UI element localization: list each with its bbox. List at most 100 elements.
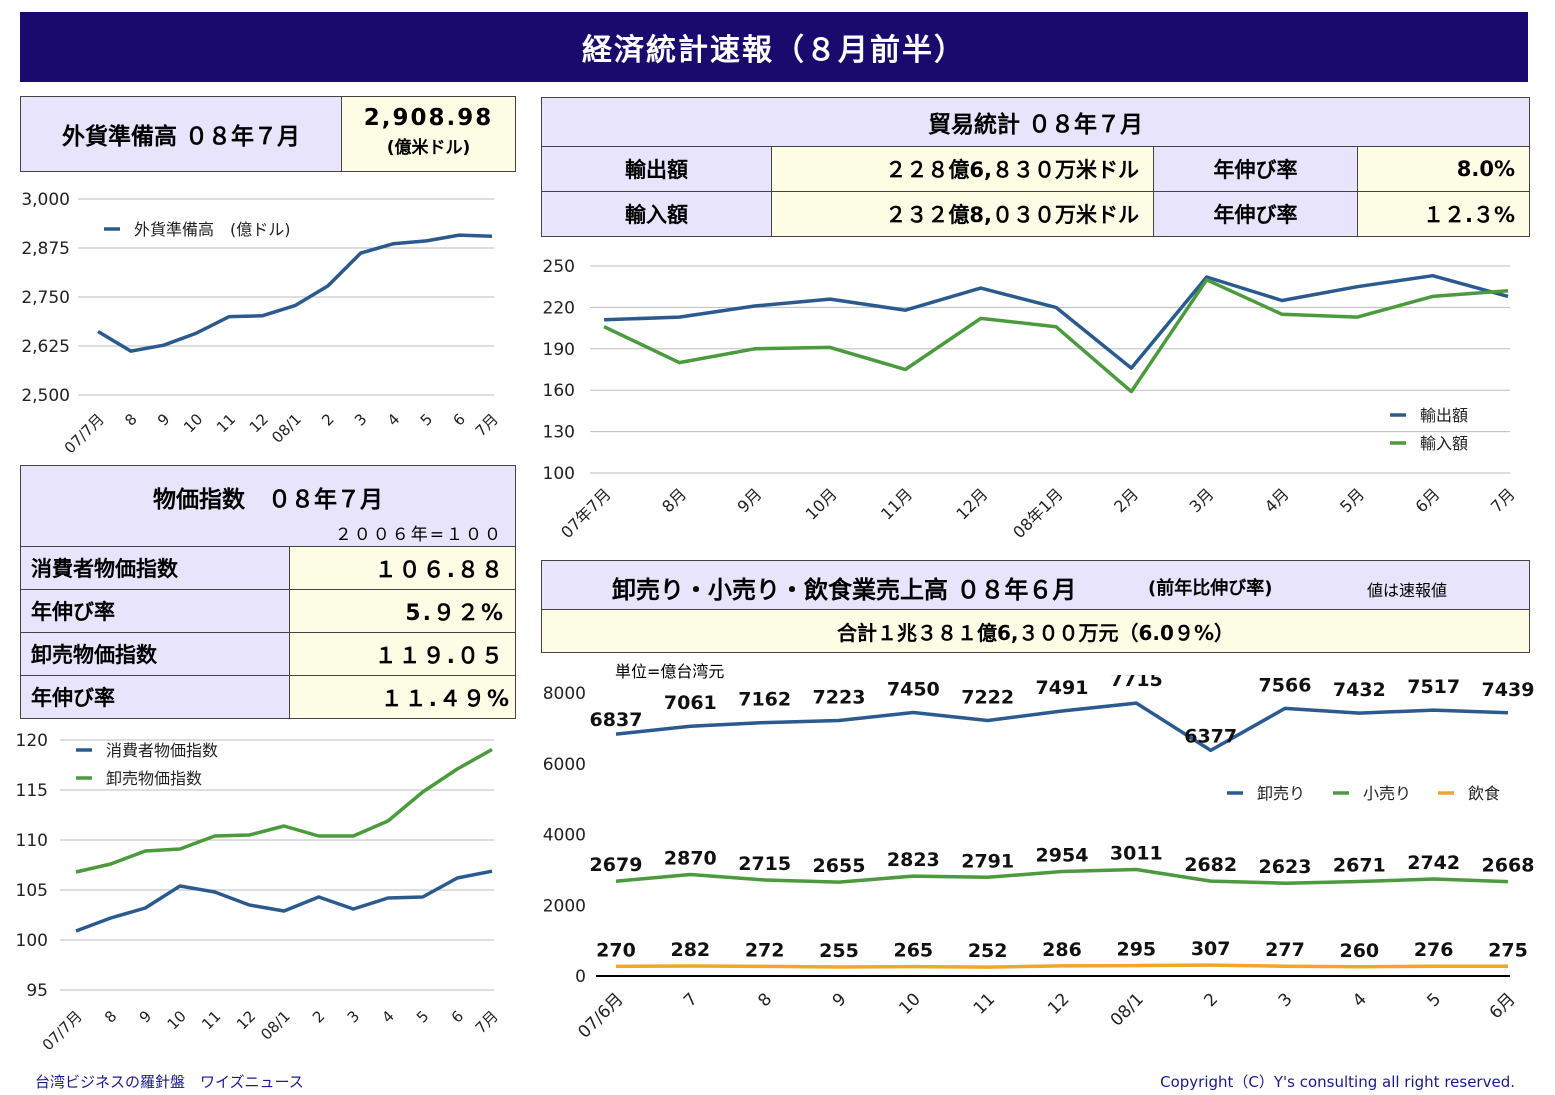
y-tick-label: 2000 — [543, 896, 586, 916]
legend-label: 外貨準備高 (億ドル) — [134, 220, 291, 239]
series-line — [75, 747, 493, 874]
x-tick-label: 4月 — [1261, 484, 1293, 516]
y-tick-label: 115 — [16, 781, 48, 801]
data-label: 7223 — [813, 686, 866, 708]
sales-total: 合計１兆３８１億6,３００万元（6.0９%） — [541, 609, 1530, 653]
legend-label: 卸売り — [1257, 784, 1305, 803]
y-tick-label: 220 — [543, 298, 575, 318]
x-tick-label: 6月 — [1486, 989, 1520, 1023]
data-label: 7517 — [1407, 676, 1460, 698]
x-tick-label: 11 — [198, 1007, 224, 1033]
x-tick-label: 6月 — [1412, 484, 1444, 516]
x-tick-label: 11 — [213, 410, 239, 436]
prices-row-label: 卸売物価指数 — [20, 632, 290, 676]
x-tick-label: 2月 — [1110, 484, 1142, 516]
x-tick-label: 3月 — [1186, 484, 1218, 516]
data-label: 2870 — [664, 847, 717, 869]
y-tick-label: 130 — [543, 423, 575, 443]
data-label: 2671 — [1333, 855, 1386, 877]
trade-chart: 100 130 160 190 220 250 07年7月 8月 9月 10月 11月 12月 08年1… — [543, 257, 1519, 542]
y-tick-label: 120 — [16, 731, 48, 751]
y-tick-label: 2,750 — [21, 288, 70, 308]
legend-label: 輸入額 — [1420, 434, 1468, 453]
x-tick-label: 7月 — [472, 410, 502, 440]
data-label: 260 — [1339, 940, 1379, 962]
x-tick-label: 4 — [1349, 989, 1371, 1011]
y-tick-label: 2,875 — [21, 239, 70, 259]
data-label: 270 — [596, 939, 636, 961]
x-tick-label: 07/6月 — [574, 989, 627, 1042]
x-tick-label: 07/7月 — [39, 1007, 86, 1054]
x-tick-label: 4 — [378, 1007, 397, 1026]
data-label: 2668 — [1482, 855, 1535, 877]
x-tick-label: 5 — [413, 1007, 432, 1026]
x-tick-label: 5 — [417, 410, 436, 429]
data-label: 272 — [745, 939, 785, 961]
x-tick-label: 8 — [121, 410, 140, 429]
x-tick-label: 2 — [318, 410, 337, 429]
y-tick-label: 105 — [16, 881, 48, 901]
data-label: 2742 — [1407, 852, 1460, 874]
data-label: 6837 — [590, 709, 643, 731]
y-tick-label: 110 — [16, 831, 48, 851]
prices-heading: 物価指数 ０８年７月 — [153, 487, 383, 513]
sales-heading-note: (前年比伸び率) — [1148, 578, 1273, 599]
reserves-chart: 2,500 2,625 2,750 2,875 3,000 07/7月 8 9 10 11 1208… — [21, 190, 502, 457]
sales-prelim-note: 値は速報値 — [1367, 581, 1448, 600]
x-tick-label: 8 — [101, 1007, 120, 1026]
x-tick-label: 08/1 — [1107, 989, 1148, 1030]
x-tick-label: 12 — [233, 1007, 259, 1033]
y-tick-label: 160 — [543, 381, 575, 401]
y-tick-label: 6000 — [543, 755, 586, 775]
data-label: 2954 — [1036, 845, 1089, 867]
x-tick-label: 10 — [180, 410, 206, 436]
data-label: 7715 — [1110, 675, 1163, 691]
reserves-unit: (億米ドル) — [386, 138, 471, 158]
reserves-value: 2,908.98 — [363, 105, 494, 131]
x-tick-label: 12 — [1044, 989, 1073, 1018]
x-tick-label: 5月 — [1336, 484, 1368, 516]
x-tick-label: 12月 — [952, 484, 991, 523]
x-tick-label: 11 — [970, 989, 999, 1018]
x-tick-label: 10月 — [802, 484, 841, 523]
legend-label: 消費者物価指数 — [106, 741, 218, 760]
x-tick-label: 9 — [154, 410, 173, 429]
sales-header: 卸売り・小売り・飲食業売上高 ０８年６月 (前年比伸び率) 値は速報値 — [541, 560, 1530, 610]
sales-heading: 卸売り・小売り・飲食業売上高 ０８年６月 — [612, 576, 1077, 604]
x-tick-label: 6 — [450, 410, 469, 429]
x-tick-label: 7月 — [472, 1007, 502, 1037]
x-tick-label: 12 — [246, 410, 272, 436]
trade-import-rate: １２.３% — [1357, 191, 1530, 237]
data-label: 7491 — [1036, 677, 1089, 699]
trade-import-value: ２３２億8,０３０万米ドル — [771, 191, 1154, 237]
sales-chart: 0 2000 4000 6000 8000 07/6月 7 8 9 10 11 12 08/1 2 3 4 5 6… — [543, 675, 1535, 1043]
data-label: 6377 — [1184, 725, 1237, 747]
prices-row-value: 5.９２% — [289, 589, 516, 633]
trade-import-label: 輸入額 — [541, 191, 772, 237]
x-tick-label: 9月 — [734, 484, 766, 516]
data-label: 275 — [1488, 939, 1528, 961]
y-tick-label: 0 — [575, 967, 586, 987]
data-label: 295 — [1116, 939, 1156, 961]
prices-row-label: 消費者物価指数 — [20, 546, 290, 590]
reserves-heading: 外貨準備高 ０８年７月 — [20, 96, 342, 172]
y-tick-label: 4000 — [543, 826, 586, 846]
data-label: 2823 — [887, 849, 940, 871]
y-tick-label: 190 — [543, 340, 575, 360]
data-label: 276 — [1414, 939, 1454, 961]
x-tick-label: 11月 — [877, 484, 916, 523]
prices-row-value: １１.４９% — [289, 675, 516, 719]
y-tick-label: 95 — [26, 981, 48, 1001]
prices-row-value: １１９.０５ — [289, 632, 516, 676]
x-tick-label: 08/1 — [257, 1007, 294, 1044]
data-label: 286 — [1042, 939, 1082, 961]
x-tick-label: 07年7月 — [557, 484, 615, 542]
data-label: 255 — [819, 940, 859, 962]
x-tick-label: 7 — [680, 989, 702, 1011]
data-label: 2655 — [813, 855, 866, 877]
data-label: 7432 — [1333, 679, 1386, 701]
y-tick-label: 100 — [543, 464, 575, 484]
data-label: 2682 — [1184, 854, 1237, 876]
